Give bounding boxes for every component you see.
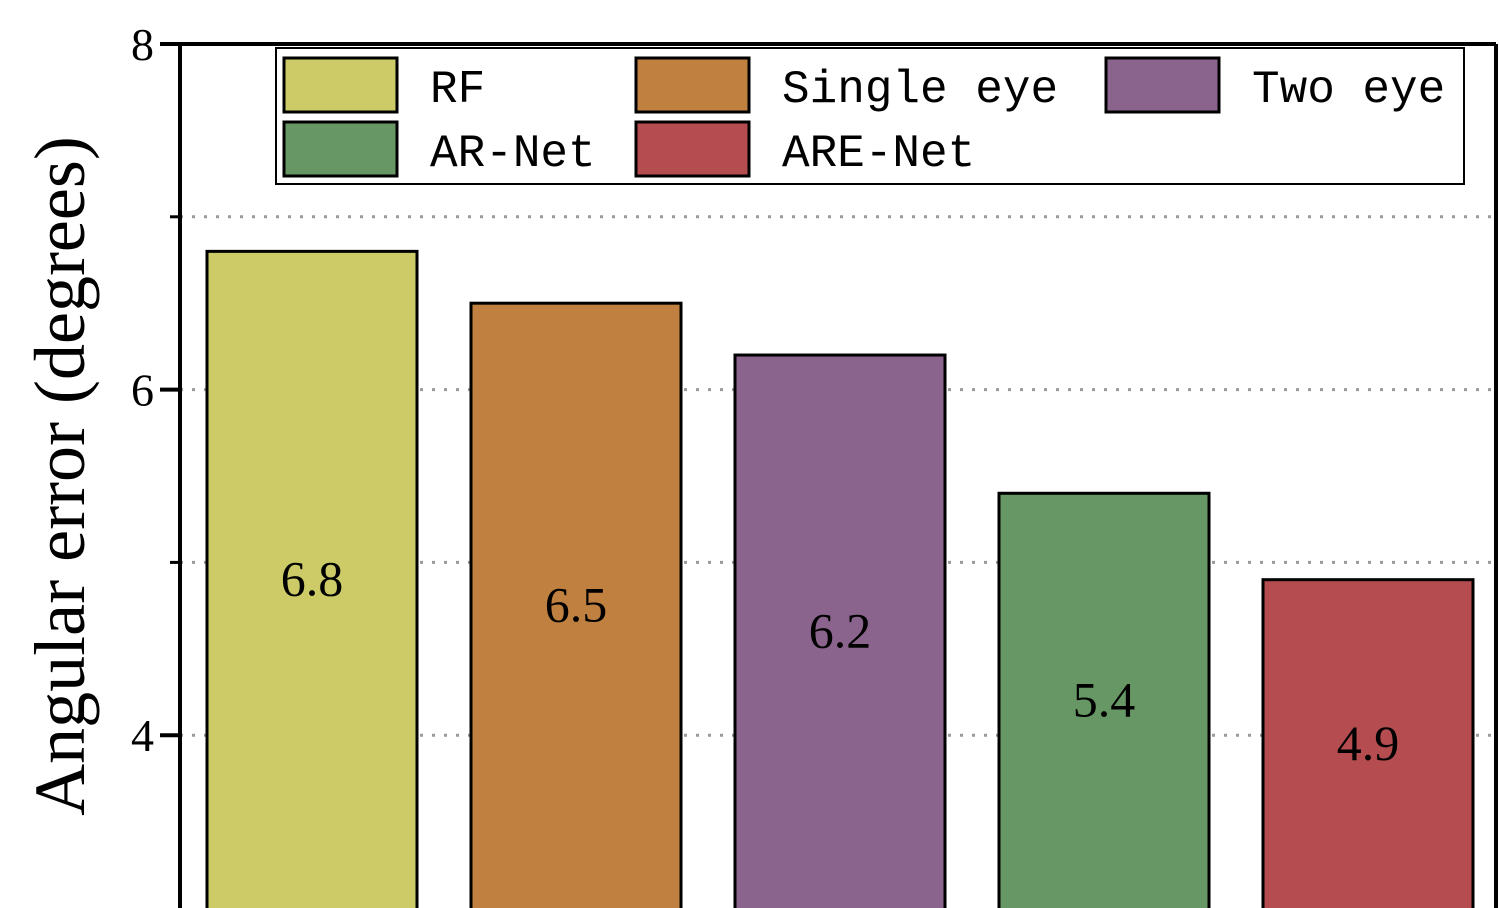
bar: [469, 301, 683, 908]
bar-value-label: 6.8: [281, 551, 344, 607]
y-tick-label: 6: [131, 365, 154, 416]
bar-value-label: 4.9: [1337, 715, 1400, 771]
bar-value-label: 6.5: [545, 577, 608, 633]
legend-swatch: [282, 120, 399, 178]
bar: [205, 249, 419, 908]
bars: 6.8 6.5 6.2 5.4 4.9: [205, 249, 1475, 908]
legend-entry-label: Single eye: [782, 64, 1058, 116]
legend: RF Single eye Two eye AR-Net ARE-Net: [275, 47, 1465, 185]
bar-value-label: 5.4: [1073, 672, 1136, 728]
legend-entry-label: ARE-Net: [782, 128, 975, 180]
legend-entry-label: Two eye: [1252, 64, 1445, 116]
y-axis-title: Angular error (degrees): [20, 136, 100, 816]
legend-swatch: [634, 120, 751, 178]
bar: [733, 353, 947, 908]
legend-swatch: [634, 56, 751, 114]
axes: [178, 42, 1498, 908]
y-tick-label: 8: [131, 19, 154, 70]
legend-entry-label: AR-Net: [430, 128, 596, 180]
y-tick-label: 4: [131, 710, 154, 761]
legend-swatch: [1104, 56, 1221, 114]
legend-entry-label: RF: [430, 64, 485, 116]
y-ticks: 4 6 8: [131, 19, 180, 761]
bar-value-label: 6.2: [809, 603, 872, 659]
bar: [997, 491, 1211, 908]
bar: [1261, 578, 1475, 908]
legend-frame: [275, 47, 1465, 185]
legend-swatch: [282, 56, 399, 114]
